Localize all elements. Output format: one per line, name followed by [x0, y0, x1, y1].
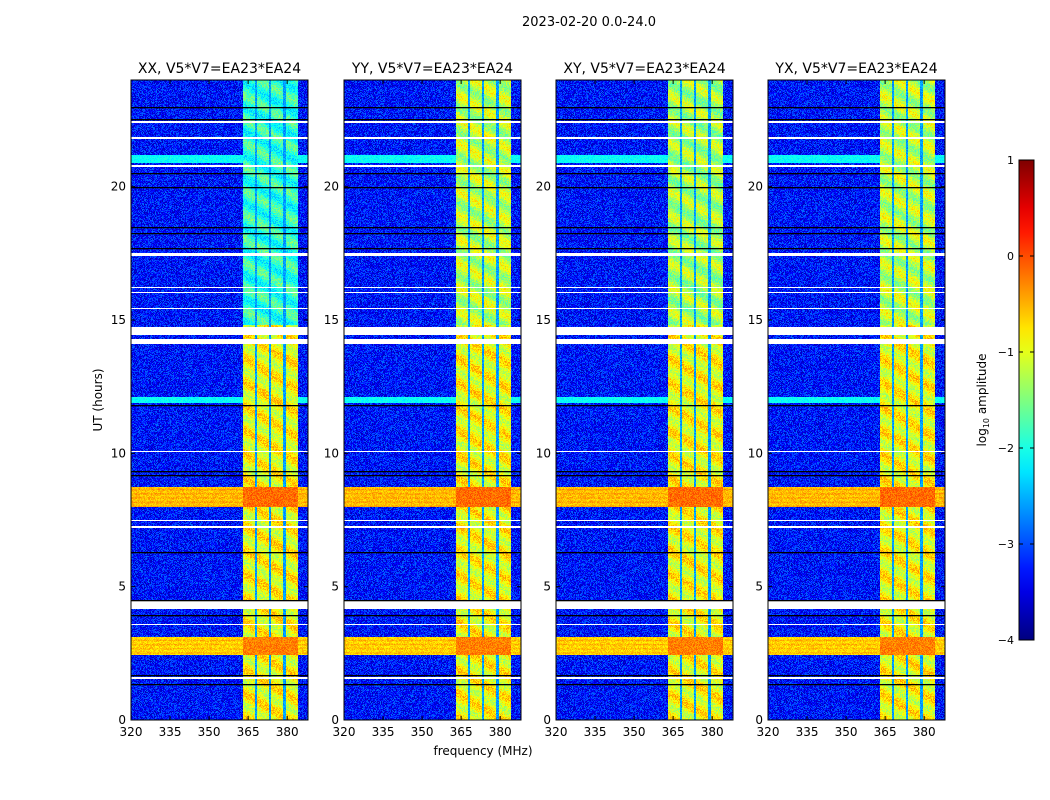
- y-tick-label: 20: [536, 180, 551, 194]
- colorbar-tick-label: −2: [998, 442, 1014, 455]
- y-tick-label: 10: [748, 446, 763, 460]
- y-axis-label: UT (hours): [91, 368, 105, 431]
- x-tick-label: 380: [701, 725, 724, 739]
- figure-title: 2023-02-20 0.0-24.0: [522, 15, 656, 30]
- x-tick-label: 350: [623, 725, 646, 739]
- y-tick-label: 5: [755, 580, 763, 594]
- y-tick-label: 10: [324, 446, 339, 460]
- x-tick-label: 365: [874, 725, 897, 739]
- x-tick-label: 365: [237, 725, 260, 739]
- x-tick-label: 350: [835, 725, 858, 739]
- colorbar-tick-label: −4: [998, 634, 1014, 647]
- x-tick-label: 380: [489, 725, 512, 739]
- y-tick-label: 15: [324, 313, 339, 327]
- subplot-title: YY, V5*V7=EA23*EA24: [351, 61, 513, 77]
- colorbar-tick-label: 1: [1007, 154, 1014, 167]
- y-tick-label: 20: [748, 180, 763, 194]
- x-tick-label: 335: [372, 725, 395, 739]
- x-tick-label: 335: [584, 725, 607, 739]
- y-tick-label: 20: [324, 180, 339, 194]
- y-tick-label: 10: [536, 446, 551, 460]
- y-tick-label: 5: [543, 580, 551, 594]
- heatmap-panel-2: [344, 80, 521, 720]
- x-tick-label: 380: [276, 725, 299, 739]
- colorbar: 1 0 −1 −2 −3 −4: [998, 154, 1035, 647]
- colorbar-tick-label: 0: [1007, 250, 1014, 263]
- x-tick-label: 380: [913, 725, 936, 739]
- y-tick-label: 0: [755, 713, 763, 727]
- x-tick-label: 320: [757, 725, 780, 739]
- heatmap-panel-1: [131, 80, 308, 720]
- x-tick-label: 350: [198, 725, 221, 739]
- x-tick-label: 365: [450, 725, 473, 739]
- heatmap-panel-4: [768, 80, 945, 720]
- y-tick-label: 5: [331, 580, 339, 594]
- subplot-2: YY, V5*V7=EA23*EA24 320 335 350 365 380 0 5 10 15…: [324, 61, 522, 739]
- subplot-title: YX, V5*V7=EA23*EA24: [774, 61, 937, 77]
- x-tick-label: 335: [796, 725, 819, 739]
- x-axis-label: frequency (MHz): [433, 744, 532, 758]
- colorbar-gradient: [1018, 159, 1035, 641]
- subplot-1: XX, V5*V7=EA23*EA24 320 335 350 365 380 0 5 10 15…: [111, 61, 309, 739]
- y-tick-label: 20: [111, 180, 126, 194]
- x-tick-label: 335: [159, 725, 182, 739]
- subplot-title: XX, V5*V7=EA23*EA24: [138, 61, 301, 77]
- colorbar-tick-label: −3: [998, 538, 1014, 551]
- y-tick-label: 0: [118, 713, 126, 727]
- colorbar-tick-label: −1: [998, 346, 1014, 359]
- plot-frame: [555, 79, 734, 721]
- subplot-4: YX, V5*V7=EA23*EA24 320 335 350 365 380 0 5 10 15…: [748, 61, 946, 739]
- x-tick-label: 320: [120, 725, 143, 739]
- plot-frame: [130, 79, 309, 721]
- plot-frame: [343, 79, 522, 721]
- y-tick-label: 5: [118, 580, 126, 594]
- y-tick-label: 0: [331, 713, 339, 727]
- y-tick-label: 15: [536, 313, 551, 327]
- colorbar-label: log10 amplitude: [975, 354, 991, 447]
- subplot-title: XY, V5*V7=EA23*EA24: [563, 61, 725, 77]
- subplot-3: XY, V5*V7=EA23*EA24 320 335 350 365 380 0 5 10 15…: [536, 61, 734, 739]
- x-tick-label: 320: [333, 725, 356, 739]
- heatmap-panel-3: [556, 80, 733, 720]
- x-tick-label: 350: [411, 725, 434, 739]
- plot-frame: [767, 79, 946, 721]
- x-tick-label: 320: [545, 725, 568, 739]
- y-tick-label: 0: [543, 713, 551, 727]
- y-tick-label: 15: [111, 313, 126, 327]
- y-tick-label: 10: [111, 446, 126, 460]
- y-tick-label: 15: [748, 313, 763, 327]
- x-tick-label: 365: [662, 725, 685, 739]
